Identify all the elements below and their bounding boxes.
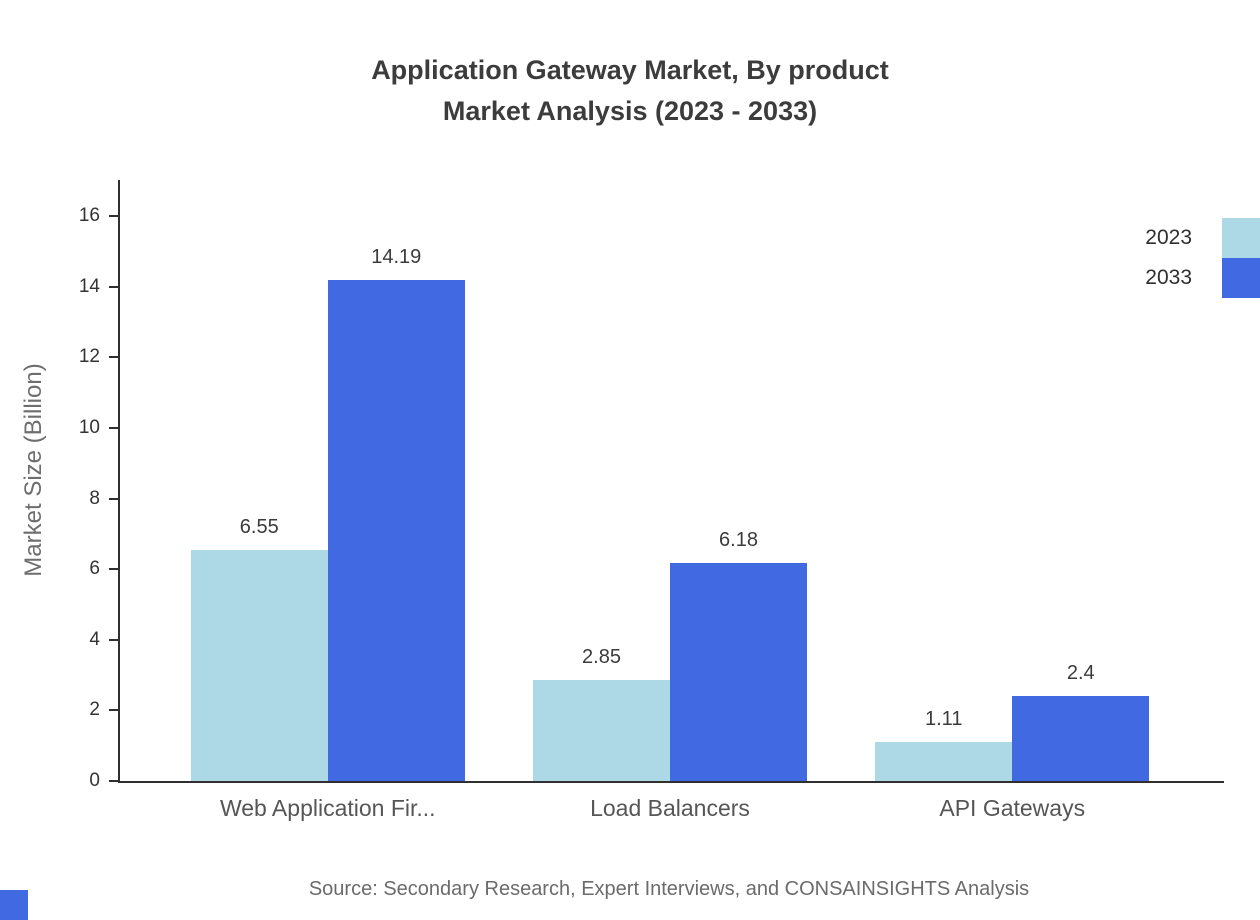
y-tick-mark	[109, 497, 118, 500]
legend-item-2023: 2023	[1145, 218, 1260, 258]
y-tick-label: 0	[89, 770, 100, 791]
bar-value-label: 14.19	[371, 245, 422, 268]
legend-swatch-2023	[1222, 218, 1260, 258]
legend-label: 2023	[1145, 226, 1192, 249]
bar-2033-1	[327, 279, 465, 781]
y-tick-label: 8	[89, 487, 100, 509]
plot-area	[118, 180, 1224, 783]
bar-value-label: 6.55	[239, 515, 279, 538]
bar-value-label: 6.18	[719, 528, 758, 551]
legend: 2023 2033	[1145, 218, 1260, 298]
chart-title-line2: Market Analysis (2023 - 2033)	[442, 96, 818, 126]
y-tick-label: 4	[89, 628, 100, 650]
bar-value-label: 2.85	[582, 646, 621, 669]
y-tick-mark	[109, 215, 118, 217]
source-note: Source: Secondary Research, Expert Inter…	[308, 878, 1030, 900]
y-tick-label: 10	[78, 416, 100, 438]
bar-2023-2	[533, 680, 670, 781]
y-tick-label: 12	[78, 346, 100, 368]
bar-2033-2	[670, 562, 807, 781]
y-tick-mark	[109, 426, 118, 429]
brand-mark	[0, 890, 28, 920]
legend-swatch-2033	[1222, 258, 1260, 298]
bar-value-label: 2.4	[1066, 662, 1095, 685]
chart-area: 0 2 4 6 8 10 12 14 16 6.55 14.19 Web Application Fi…	[0, 180, 1260, 821]
legend-item-2033: 2033	[1145, 258, 1260, 298]
x-category-label: Load Balancers	[590, 795, 750, 821]
y-tick-label: 2	[89, 699, 100, 721]
y-tick-label: 14	[78, 275, 100, 297]
bar-2023-3	[875, 741, 1013, 781]
chart-title-line1: Application Gateway Market, By product	[371, 55, 889, 85]
bar-value-label: 1.11	[925, 707, 963, 730]
x-category-label: Web Application Fir...	[219, 795, 436, 821]
y-tick-mark	[109, 285, 118, 288]
y-tick-mark	[109, 780, 118, 782]
bar-2023-1	[190, 549, 328, 781]
y-tick-mark	[109, 709, 118, 712]
legend-label: 2033	[1145, 266, 1192, 289]
x-category-label: API Gateways	[939, 795, 1086, 821]
chart-title: Application Gateway Market, By product M…	[0, 50, 1260, 132]
y-tick-mark	[109, 356, 118, 359]
bar-2033-3	[1012, 696, 1150, 781]
y-tick-mark	[109, 568, 118, 571]
y-tick-mark	[109, 638, 118, 641]
y-tick-label: 6	[89, 558, 100, 580]
y-tick-label: 16	[78, 205, 100, 226]
